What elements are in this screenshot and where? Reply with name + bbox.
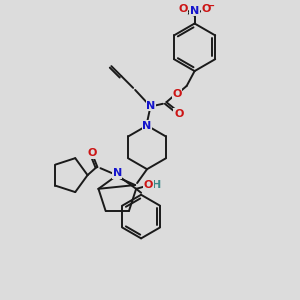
Text: O: O [144, 180, 153, 190]
Text: O: O [88, 148, 97, 158]
Text: N: N [113, 168, 122, 178]
Text: N: N [146, 101, 156, 111]
Text: O: O [172, 89, 182, 99]
Text: O: O [174, 109, 183, 119]
Text: O: O [178, 4, 188, 14]
Text: H: H [152, 180, 162, 190]
Text: N: N [142, 121, 152, 130]
Text: O: O [202, 4, 211, 14]
Text: −: − [207, 1, 215, 11]
Text: N: N [190, 6, 199, 16]
